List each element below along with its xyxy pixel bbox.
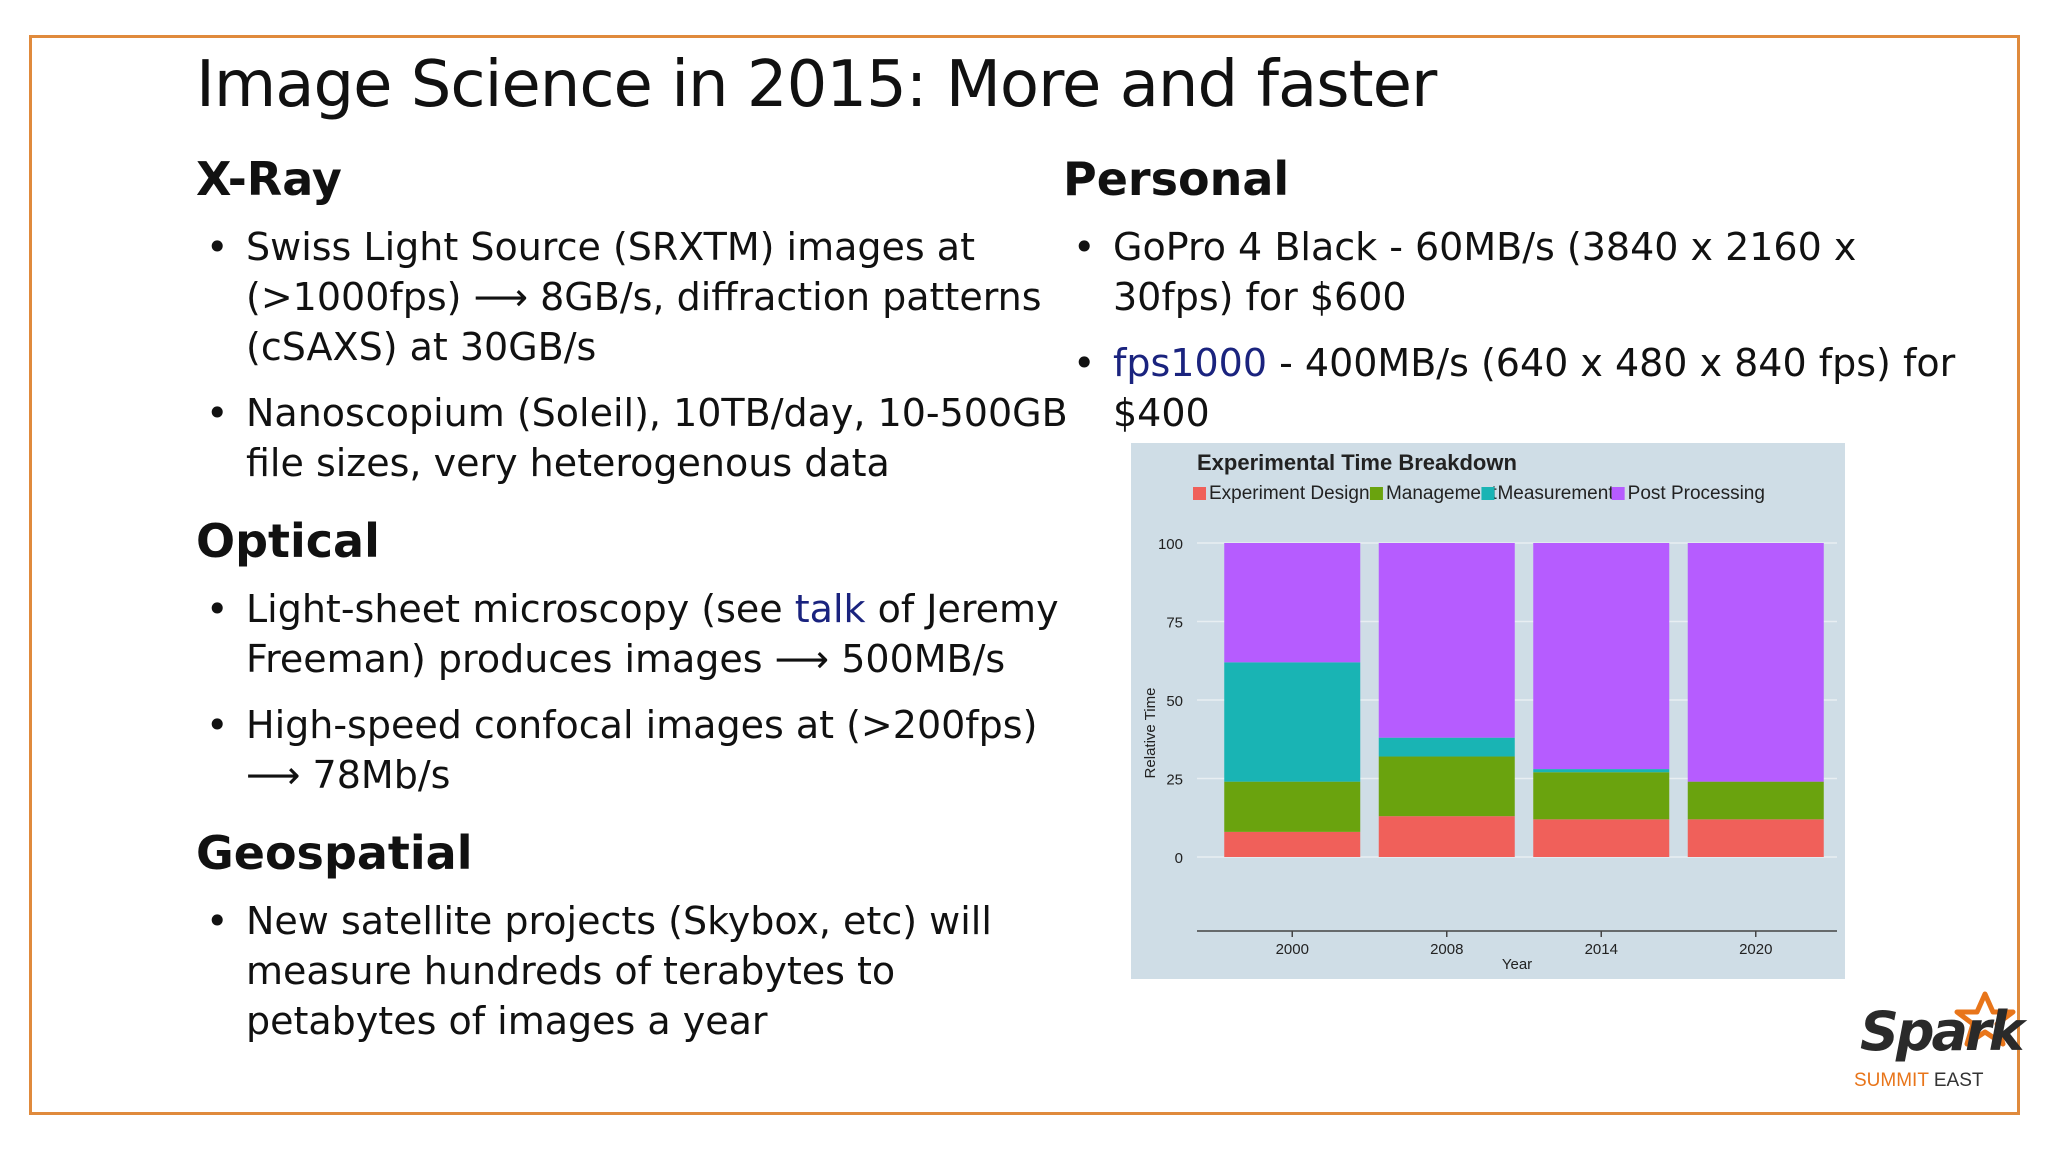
- left-column: X-Ray Swiss Light Source (SRXTM) images …: [196, 152, 1076, 1072]
- talk-link[interactable]: talk: [794, 587, 866, 631]
- y-tick-label: 50: [1166, 693, 1183, 710]
- geospatial-list: New satellite projects (Skybox, etc) wil…: [196, 896, 1076, 1046]
- list-item: High-speed confocal images at (>200fps) …: [196, 700, 1076, 800]
- list-item: fps1000 - 400MB/s (640 x 480 x 840 fps) …: [1063, 338, 1963, 438]
- list-item: Swiss Light Source (SRXTM) images at (>1…: [196, 222, 1076, 372]
- slide-title: Image Science in 2015: More and faster: [196, 48, 1437, 122]
- y-axis-label: Relative Time: [1142, 688, 1159, 779]
- star-icon: [1954, 991, 2016, 1047]
- bar-segment: [1533, 772, 1670, 820]
- geospatial-heading: Geospatial: [196, 826, 473, 880]
- y-tick-label: 25: [1166, 772, 1183, 789]
- legend-swatch: [1611, 487, 1625, 500]
- personal-heading: Personal: [1063, 152, 1290, 206]
- text: of Jeremy Freeman) produces images ⟶ 500…: [246, 587, 1059, 681]
- list-item: Light-sheet microscopy (see talk of Jere…: [196, 584, 1076, 684]
- slide-frame: [29, 35, 2020, 1115]
- bar-segment: [1378, 737, 1515, 757]
- x-tick-label: 2008: [1430, 941, 1463, 958]
- logo-subtitle: SUMMIT EAST: [1854, 1070, 1984, 1092]
- x-tick-label: 2014: [1585, 941, 1618, 958]
- legend-label: Measurements: [1497, 483, 1623, 504]
- bar-segment: [1224, 543, 1361, 663]
- bar-segment: [1687, 543, 1824, 782]
- y-tick-label: 0: [1175, 850, 1183, 867]
- bar-segment: [1224, 662, 1361, 782]
- bar-segment: [1378, 756, 1515, 817]
- list-item: GoPro 4 Black - 60MB/s (3840 x 2160 x 30…: [1063, 222, 1963, 322]
- fps1000-link[interactable]: fps1000: [1113, 341, 1268, 385]
- bar-segment: [1533, 543, 1670, 770]
- legend-label: Management: [1386, 483, 1498, 504]
- text: Light-sheet microscopy (see: [246, 587, 795, 631]
- legend-label: Experiment Design: [1209, 483, 1370, 504]
- xray-list: Swiss Light Source (SRXTM) images at (>1…: [196, 222, 1076, 488]
- right-column: Personal GoPro 4 Black - 60MB/s (3840 x …: [1063, 152, 1963, 464]
- legend-label: Post Processing: [1628, 483, 1765, 504]
- legend-swatch: [1481, 487, 1495, 500]
- xray-heading: X-Ray: [196, 152, 342, 206]
- text: - 400MB/s (640 x 480 x 840 fps) for $400: [1113, 341, 1956, 435]
- x-tick-label: 2020: [1739, 941, 1772, 958]
- bar-segment: [1224, 831, 1361, 857]
- personal-list: GoPro 4 Black - 60MB/s (3840 x 2160 x 30…: [1063, 222, 1963, 438]
- bar-segment: [1378, 543, 1515, 738]
- bar-segment: [1687, 781, 1824, 820]
- bar-segment: [1378, 816, 1515, 857]
- x-tick-label: 2000: [1276, 941, 1309, 958]
- y-tick-label: 100: [1158, 536, 1183, 553]
- legend-swatch: [1193, 487, 1206, 500]
- logo-word: Spark: [1860, 1000, 2025, 1063]
- optical-list: Light-sheet microscopy (see talk of Jere…: [196, 584, 1076, 800]
- spark-logo: Spark SUMMIT EAST: [1854, 990, 2025, 1100]
- list-item: Nanoscopium (Soleil), 10TB/day, 10-500GB…: [196, 388, 1076, 488]
- x-axis-label: Year: [1502, 956, 1532, 973]
- y-tick-label: 75: [1166, 615, 1183, 632]
- legend-swatch: [1369, 487, 1383, 500]
- logo-sub-summit: SUMMIT: [1854, 1070, 1929, 1091]
- bar-segment: [1533, 769, 1670, 773]
- list-item: New satellite projects (Skybox, etc) wil…: [196, 896, 1076, 1046]
- stacked-bar-chart: Experimental Time Breakdown Experiment De…: [1142, 450, 1837, 973]
- bar-segment: [1224, 781, 1361, 832]
- chart-panel: Experimental Time Breakdown Experiment De…: [1131, 443, 1845, 979]
- optical-heading: Optical: [196, 514, 380, 568]
- bar-segment: [1687, 819, 1824, 857]
- chart-title: Experimental Time Breakdown: [1197, 450, 1517, 475]
- logo-sub-east: EAST: [1928, 1070, 1984, 1091]
- bar-segment: [1533, 819, 1670, 857]
